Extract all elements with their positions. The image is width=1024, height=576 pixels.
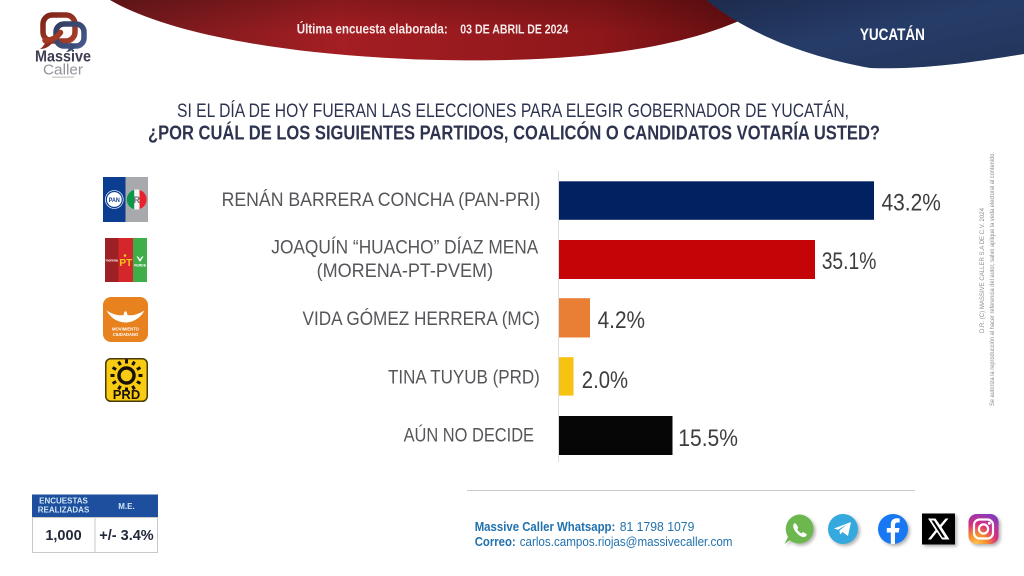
svg-text:R: R	[133, 195, 140, 205]
svg-text:VERDE: VERDE	[134, 264, 147, 268]
svg-text:Última encuesta elaborada:: Última encuesta elaborada:	[297, 20, 448, 37]
svg-text:RENÁN BARRERA CONCHA (PAN-PRI: RENÁN BARRERA CONCHA (PAN-PRI)	[222, 188, 541, 211]
svg-text:PAN: PAN	[109, 197, 120, 204]
svg-text:PRD: PRD	[113, 387, 140, 402]
svg-text:¿POR CUÁL DE LOS SIGUIENTES PA: ¿POR CUÁL DE LOS SIGUIENTES PARTIDOS, CO…	[148, 121, 880, 145]
svg-text:43.2%: 43.2%	[882, 190, 941, 217]
svg-text:AÚN NO DECIDE: AÚN NO DECIDE	[404, 424, 534, 447]
svg-text:CIUDADANO: CIUDADANO	[113, 332, 139, 337]
svg-text:4.2%: 4.2%	[598, 307, 645, 334]
svg-text:+/- 3.4%: +/- 3.4%	[99, 528, 154, 544]
svg-text:VIDA GÓMEZ HERRERA (MC): VIDA GÓMEZ HERRERA (MC)	[303, 307, 540, 330]
svg-text:SI EL DÍA DE HOY FUERAN LAS EL: SI EL DÍA DE HOY FUERAN LAS ELECCIONES P…	[177, 101, 849, 122]
svg-text:M.E.: M.E.	[118, 502, 134, 511]
svg-text:ENCUESTAS: ENCUESTAS	[39, 497, 88, 506]
svg-text:Massive Caller Whatsapp:81 179: Massive Caller Whatsapp: 81 1798 1079	[475, 520, 695, 534]
svg-text:D.R. (C) MASSIVE CALLER S.A DE: D.R. (C) MASSIVE CALLER S.A DE C.V. 2024	[979, 208, 986, 333]
svg-text:MOVIMIENTO: MOVIMIENTO	[112, 327, 140, 332]
svg-text:Massive: Massive	[35, 49, 91, 66]
svg-text:Caller: Caller	[43, 62, 83, 79]
svg-text:1,000: 1,000	[45, 528, 81, 544]
svg-text:35.1%: 35.1%	[822, 248, 877, 275]
svg-text:2.0%: 2.0%	[582, 367, 628, 394]
svg-text:PT: PT	[119, 258, 132, 269]
svg-text:Se autoriza la reproducción al: Se autoriza la reproducción al hacer ref…	[989, 152, 996, 406]
svg-text:03 DE ABRIL DE 2024: 03 DE ABRIL DE 2024	[460, 22, 569, 37]
svg-text:15.5%: 15.5%	[678, 425, 738, 452]
svg-text:JOAQUÍN “HUACHO” DÍAZ MENA: JOAQUÍN “HUACHO” DÍAZ MENA	[271, 235, 538, 258]
svg-text:TINA TUYUB (PRD): TINA TUYUB (PRD)	[388, 367, 540, 389]
svg-text:Correo:carlos.campos.riojas@ma: Correo: carlos.campos.riojas@massivecalle…	[475, 535, 733, 549]
svg-text:YUCATÁN: YUCATÁN	[860, 25, 925, 44]
svg-text:REALIZADAS: REALIZADAS	[38, 506, 90, 515]
svg-text:(MORENA-PT-PVEM): (MORENA-PT-PVEM)	[317, 260, 494, 282]
svg-text:morena: morena	[106, 259, 118, 263]
